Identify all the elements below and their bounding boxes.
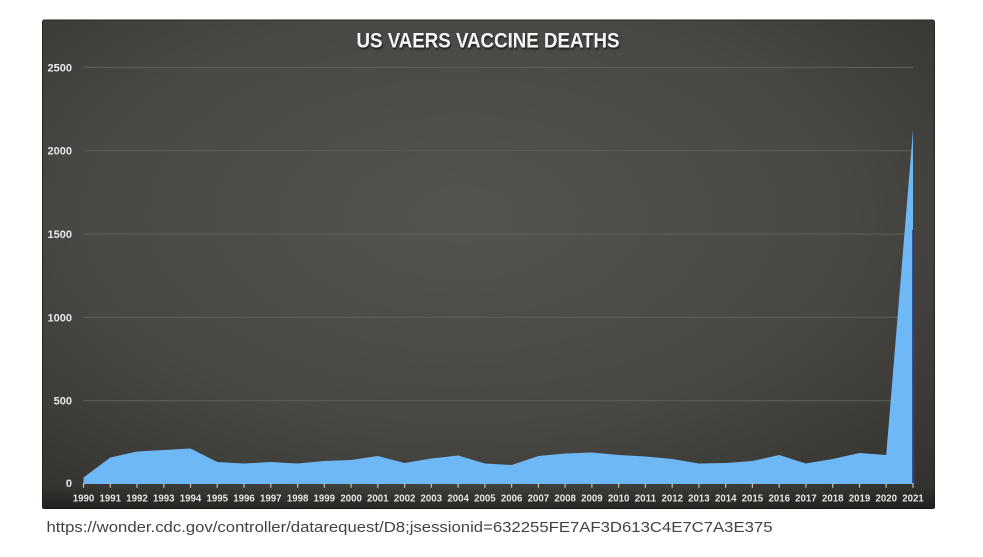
svg-text:2014: 2014 (715, 493, 737, 505)
svg-text:2002: 2002 (394, 493, 416, 505)
svg-text:1999: 1999 (314, 493, 336, 505)
svg-text:2003: 2003 (421, 493, 443, 505)
svg-text:1994: 1994 (180, 493, 202, 505)
svg-text:2021: 2021 (902, 493, 924, 505)
svg-text:2013: 2013 (688, 493, 710, 505)
svg-text:US VAERS VACCINE DEATHS: US VAERS VACCINE DEATHS (357, 29, 620, 53)
svg-text:2001: 2001 (367, 493, 389, 505)
svg-text:2011: 2011 (635, 493, 657, 505)
svg-text:2017: 2017 (795, 493, 817, 505)
svg-text:2000: 2000 (340, 493, 362, 505)
svg-text:1992: 1992 (126, 493, 148, 505)
svg-text:https://wonder.cdc.gov/control: https://wonder.cdc.gov/controller/datare… (47, 519, 773, 536)
svg-text:2019: 2019 (849, 493, 871, 505)
svg-text:1991: 1991 (100, 493, 122, 505)
svg-text:2005: 2005 (474, 493, 496, 505)
svg-text:1998: 1998 (287, 493, 309, 505)
svg-text:2015: 2015 (742, 493, 764, 505)
svg-text:2016: 2016 (768, 493, 790, 505)
svg-text:1993: 1993 (153, 493, 175, 505)
svg-text:2012: 2012 (661, 493, 683, 505)
svg-text:2500: 2500 (48, 62, 72, 74)
svg-text:2000: 2000 (48, 146, 72, 158)
svg-text:2018: 2018 (822, 493, 844, 505)
svg-text:0: 0 (66, 478, 72, 490)
svg-text:1995: 1995 (207, 493, 229, 505)
svg-text:2007: 2007 (528, 493, 550, 505)
svg-text:1990: 1990 (73, 493, 95, 505)
svg-text:2006: 2006 (501, 493, 523, 505)
svg-text:2010: 2010 (608, 493, 630, 505)
svg-text:1500: 1500 (48, 229, 72, 241)
svg-text:2004: 2004 (447, 493, 469, 505)
svg-text:2009: 2009 (581, 493, 603, 505)
svg-text:500: 500 (54, 396, 72, 408)
svg-text:1997: 1997 (260, 493, 282, 505)
svg-text:1000: 1000 (48, 312, 72, 324)
svg-text:1996: 1996 (233, 493, 255, 505)
svg-text:2020: 2020 (875, 493, 897, 505)
svg-text:2008: 2008 (554, 493, 576, 505)
